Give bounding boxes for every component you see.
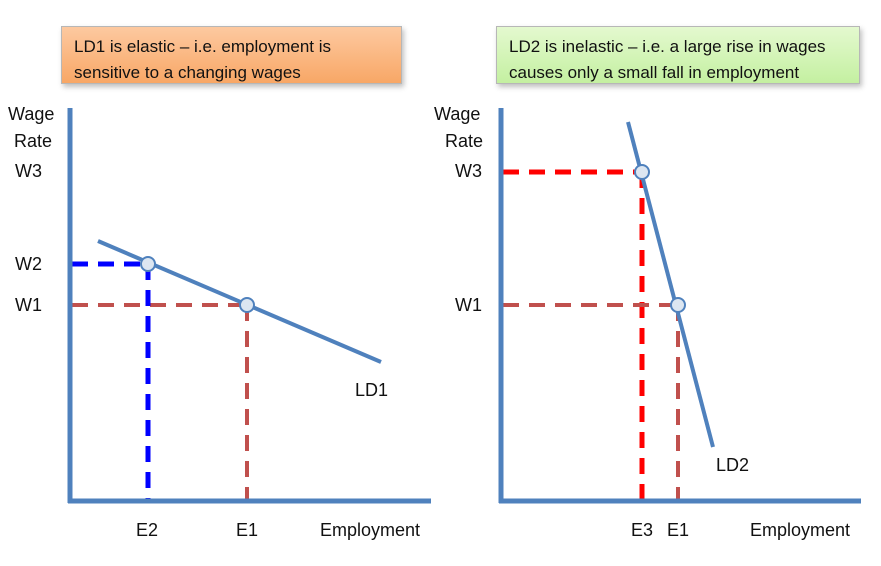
tick-e3-right: E3 [631,520,653,540]
tick-w1-left: W1 [15,295,42,315]
tick-w3-right: W3 [455,161,482,181]
tick-e1-right: E1 [667,520,689,540]
ld1-point-w2 [140,256,156,272]
x-axis-label-right: Employment [750,520,850,540]
tick-w1-right: W1 [455,295,482,315]
tick-e2-left: E2 [136,520,158,540]
y-axis-label-rate-left: Rate [14,131,52,151]
tick-e1-left: E1 [236,520,258,540]
x-axis-label-left: Employment [320,520,420,540]
ld1-label: LD1 [355,380,388,400]
left-panel: Wage Rate W3 W2 W1 E2 E1 Employment LD1 [8,104,431,540]
ld1-elastic-note: LD1 is elastic – i.e. employment is sens… [61,26,402,84]
y-axis-label-wage-right: Wage [434,104,480,124]
ld1-point-w1 [239,297,255,313]
ld2-label: LD2 [716,455,749,475]
y-axis-label-rate-right: Rate [445,131,483,151]
ld1-curve [97,239,382,364]
ld2-inelastic-note: LD2 is inelastic – i.e. a large rise in … [496,26,860,84]
right-panel: Wage Rate W3 W1 E3 E1 Employment LD2 [434,104,861,540]
ld2-point-w1 [670,297,686,313]
y-axis-label-wage-left: Wage [8,104,54,124]
tick-w3-left: W3 [15,161,42,181]
ld2-point-w3 [634,164,650,180]
tick-w2-left: W2 [15,254,42,274]
